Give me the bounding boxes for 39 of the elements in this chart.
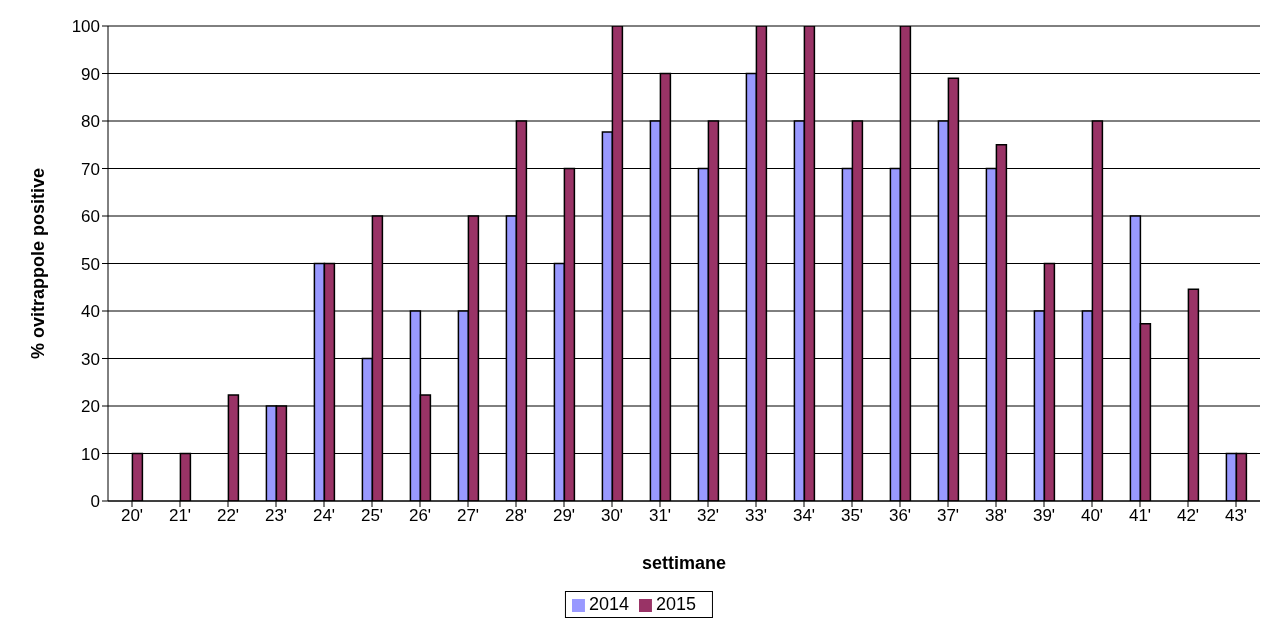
x-tick-label: 31' [648,506,672,526]
x-tick-label: 28' [504,506,528,526]
y-axis-title: % ovitrappole positive [28,167,49,360]
x-tick-label: 36' [888,506,912,526]
x-tick-label: 42' [1176,506,1200,526]
x-tick-label: 20' [120,506,144,526]
x-tick-label: 29' [552,506,576,526]
x-axis-title: settimane [641,553,727,573]
y-tick-label: 50 [81,254,100,274]
x-tick-label: 25' [360,506,384,526]
x-tick-label: 40' [1080,506,1104,526]
x-tick-label: 38' [984,506,1008,526]
x-tick-label: 32' [696,506,720,526]
x-tick-label: 35' [840,506,864,526]
y-tick-label: 100 [71,17,100,37]
x-tick-label: 27' [456,506,480,526]
y-tick-label: 20 [81,397,100,417]
x-tick-label: 24' [312,506,336,526]
x-tick-label: 39' [1032,506,1056,526]
y-tick-label: 70 [81,159,100,179]
y-tick-label: 0 [90,492,100,512]
x-tick-label: 26' [408,506,432,526]
y-tick-label: 30 [81,349,100,369]
y-tick-label: 90 [81,64,100,84]
x-tick-label: 23' [264,506,288,526]
x-tick-label: 33' [744,506,768,526]
x-tick-label: 41' [1128,506,1152,526]
x-tick-label: 37' [936,506,960,526]
x-tick-label: 43' [1224,506,1248,526]
x-tick-label: 21' [168,506,192,526]
y-tick-label: 60 [81,207,100,227]
x-tick-label: 34' [792,506,816,526]
x-tick-label: 22' [216,506,240,526]
y-tick-label: 80 [81,112,100,132]
legend-label: 2014 [588,594,629,614]
y-tick-label: 10 [81,444,100,464]
x-tick-label: 30' [600,506,624,526]
legend-label: 2015 [656,594,697,614]
y-tick-label: 40 [81,302,100,322]
